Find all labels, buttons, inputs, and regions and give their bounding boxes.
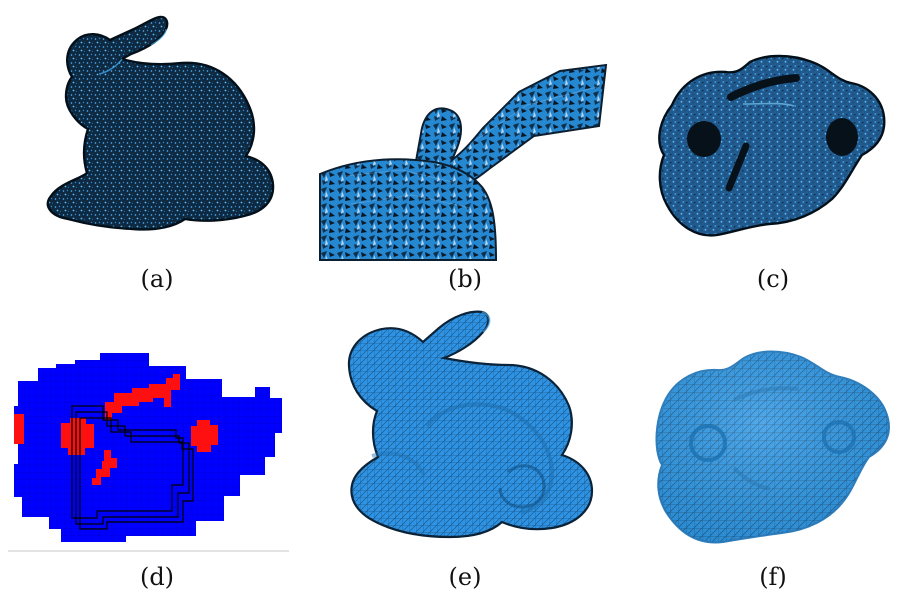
remeshed-bunny-shape: [347, 310, 594, 539]
left-hole-shape: [687, 121, 721, 157]
left-center-red-patch: [61, 418, 94, 455]
closeup-wire-line-2: [350, 194, 471, 209]
left-gap-shape: [725, 142, 750, 192]
panel-a: [30, 5, 282, 244]
voxel-edge-outline-1: [71, 405, 184, 519]
top-red-arc-patch: [105, 374, 180, 420]
hind-foot-contour-line: [498, 464, 546, 509]
bunny-body-shape: [46, 15, 275, 231]
hip-contour-line: [425, 402, 555, 515]
lower-surface-ridge: [732, 466, 771, 491]
bunny-bottom-point-cloud-image: [658, 54, 886, 237]
left-red-patch: [14, 414, 24, 444]
caption-b: (b): [447, 265, 483, 293]
panel-b: [319, 10, 609, 261]
panel-c: [648, 44, 896, 253]
caption-f: (f): [759, 563, 787, 591]
bunny-bottom-shape: [658, 54, 886, 237]
repaired-bottom-shading: [656, 351, 889, 543]
caption-a: (a): [140, 265, 174, 293]
right-red-patch: [191, 420, 218, 452]
lower-red-patch: [92, 450, 117, 485]
top-gap-shape: [727, 74, 800, 101]
remeshed-bunny-image: [347, 310, 594, 539]
panel-f: [646, 344, 904, 551]
caption-c: (c): [756, 265, 790, 293]
bunny-ear-highlight: [150, 28, 167, 46]
bunny-neck-highlight: [98, 58, 123, 75]
front-leg-contour-line: [371, 451, 426, 476]
top-highlight-line: [742, 102, 795, 107]
voxel-edge-outline-3: [79, 417, 194, 530]
panel-e: [332, 308, 599, 546]
caption-e: (e): [448, 563, 482, 591]
closeup-wire-line-3: [469, 86, 598, 145]
voxel-repair-image: [8, 353, 289, 552]
panel-d: [8, 346, 289, 553]
bunny-closeup-image: [319, 63, 608, 261]
right-hole-shape: [826, 118, 858, 156]
bunny-head-mesh: [319, 158, 498, 261]
voxel-edge-outline-2: [75, 411, 190, 525]
right-ring-shape: [822, 420, 856, 454]
caption-d: (d): [139, 563, 175, 591]
left-ring-shape: [689, 424, 727, 462]
ear-rim-highlight: [481, 311, 491, 333]
bunny-point-cloud-image: [46, 15, 275, 231]
top-surface-ridge: [733, 386, 799, 402]
repaired-bottom-image: [655, 350, 890, 544]
closeup-wire-line-1: [344, 169, 458, 184]
